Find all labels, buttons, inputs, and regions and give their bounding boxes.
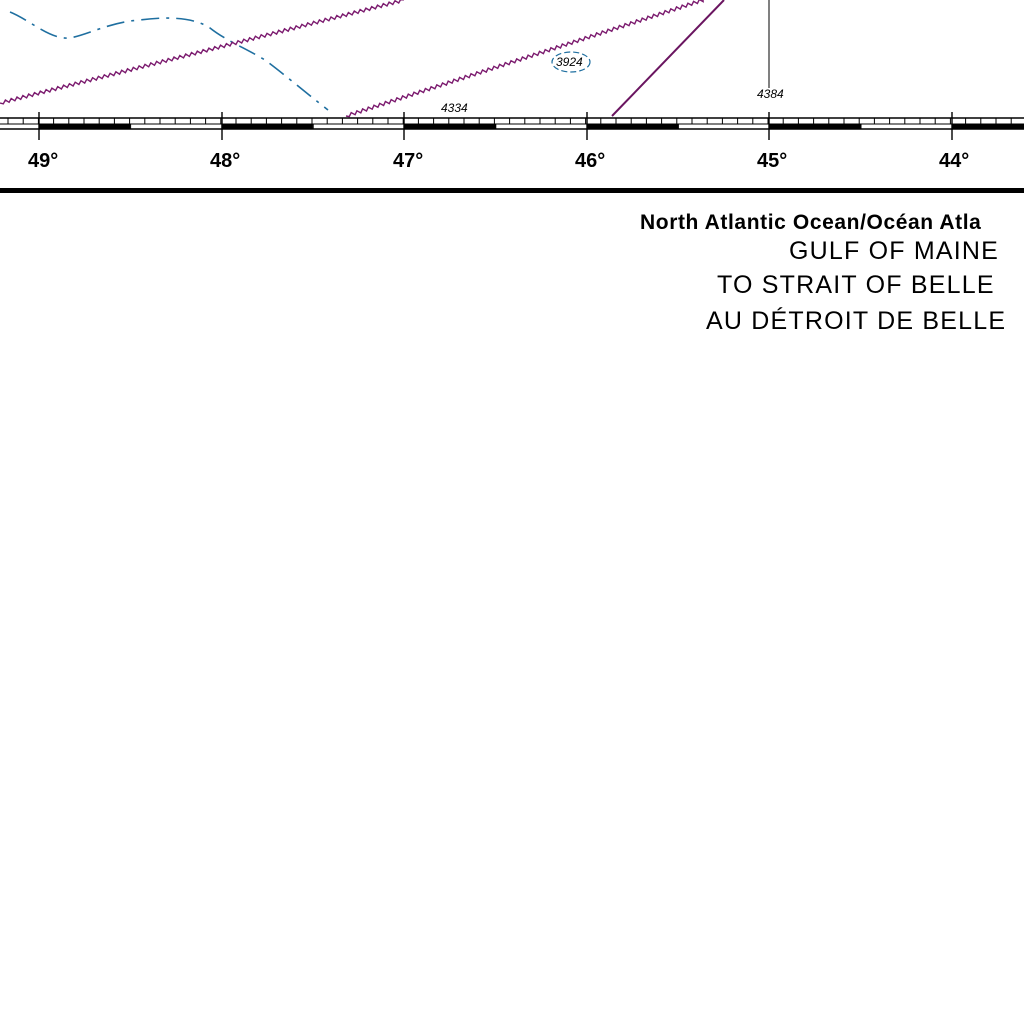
region-title: North Atlantic Ocean/Océan Atla	[640, 211, 982, 234]
chart-title-block: North Atlantic Ocean/Océan Atla GULF OF …	[0, 205, 1024, 365]
depth-contour-line	[9, 11, 329, 111]
sounding-3924: 3924	[556, 55, 583, 69]
border-scale	[0, 112, 1024, 140]
magenta-boundary-line-2	[345, 0, 704, 118]
sounding-4334: 4334	[441, 101, 468, 115]
chart-title-line-1: GULF OF MAINE	[789, 237, 1000, 265]
chart-title-line-3: AU DÉTROIT DE BELLE	[706, 307, 1007, 335]
sounding-contour	[551, 51, 591, 73]
chart-title-line-2: TO STRAIT OF BELLE	[717, 271, 995, 299]
sounding-4384: 4384	[757, 87, 784, 101]
neatline	[0, 188, 1024, 193]
longitude-label-45: 45°	[757, 150, 787, 172]
magenta-boundary-line-1	[0, 0, 404, 105]
longitude-label-47: 47°	[393, 150, 423, 172]
magenta-straight-line	[611, 0, 725, 117]
longitude-label-46: 46°	[575, 150, 605, 172]
longitude-label-44: 44°	[939, 150, 969, 172]
longitude-label-48: 48°	[210, 150, 240, 172]
longitude-label-49: 49°	[28, 150, 58, 172]
